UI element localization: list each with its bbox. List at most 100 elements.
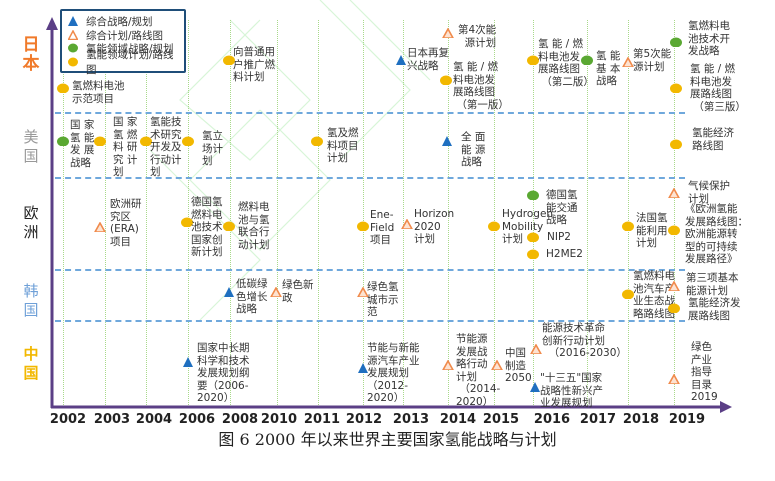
year-gridline bbox=[628, 20, 629, 407]
event-label: 燃料电 池与氢 联合行 动计划 bbox=[238, 201, 270, 251]
event-label: NIP2 bbox=[547, 231, 571, 243]
event-label: 氢燃料电 池技术开 发战略 bbox=[688, 20, 730, 57]
event-label: 德国氢 燃料电 池技术 国家创 新计划 bbox=[191, 196, 223, 258]
legend: 综合战略/规划 综合计划/路线图 氢能领域战略/规划 氢能领域计划/路线图 bbox=[60, 9, 186, 76]
event-label: 氢 能 / 燃 料电池发 展路线图 （第一版） bbox=[453, 61, 509, 111]
year-label: 2019 bbox=[668, 412, 706, 427]
legend-item-h2-plan: 氢能领域计划/路线图 bbox=[68, 49, 184, 76]
lane-divider bbox=[55, 320, 685, 322]
year-gridline bbox=[188, 20, 189, 407]
year-label: 2017 bbox=[579, 412, 617, 427]
event-label: Ene- Field 项目 bbox=[370, 209, 395, 246]
blue-triangle-icon bbox=[442, 136, 452, 146]
year-gridline bbox=[146, 20, 147, 407]
yellow-circle-icon bbox=[94, 136, 106, 146]
yellow-circle-icon bbox=[182, 136, 194, 146]
blue-triangle-icon bbox=[68, 16, 78, 26]
event-label: 国 家 氢 能 发 展 战略 bbox=[70, 119, 95, 169]
year-label: 2011 bbox=[303, 412, 341, 427]
orange-triangle-icon bbox=[357, 287, 369, 297]
event-label: 氢能经济 路线图 bbox=[692, 127, 734, 152]
year-gridline bbox=[403, 20, 404, 407]
year-label: 2008 bbox=[221, 412, 259, 427]
year-gridline bbox=[318, 20, 319, 407]
yellow-circle-icon bbox=[527, 249, 539, 259]
lane-divider bbox=[55, 177, 685, 179]
event-label: 法国氢 能利用 计划 bbox=[636, 212, 668, 249]
year-label: 2012 bbox=[345, 412, 383, 427]
orange-triangle-icon bbox=[668, 374, 680, 384]
event-label: 氢能技 术研究 开发及 行动计 划 bbox=[150, 116, 182, 178]
orange-triangle-icon bbox=[442, 28, 454, 38]
event-label: 氢 能 / 燃 料电池发 展路线图 （第二版） bbox=[538, 38, 594, 88]
event-label: 氢 能 基 本 战略 bbox=[596, 50, 621, 87]
event-label: 日本再复 兴战略 bbox=[407, 47, 449, 72]
event-label: 氢能经济发 展路线图 bbox=[688, 297, 741, 322]
year-gridline bbox=[587, 20, 588, 407]
event-label: H2ME2 bbox=[546, 248, 583, 260]
yellow-circle-icon bbox=[223, 55, 235, 65]
figure-caption: 图 6 2000 年以来世界主要国家氢能战略与计划 bbox=[218, 430, 557, 449]
event-label: 国 家 氢 燃 料 研 究 计 划 bbox=[113, 116, 138, 178]
blue-triangle-icon bbox=[396, 55, 406, 65]
year-label: 2018 bbox=[622, 412, 660, 427]
blue-triangle-icon bbox=[530, 382, 540, 392]
year-label: 2002 bbox=[49, 412, 87, 427]
event-label: 节能与新能 源汽车产业 发展规划 （2012- 2020） bbox=[367, 342, 420, 404]
year-gridline bbox=[494, 20, 495, 407]
blue-triangle-icon bbox=[358, 363, 368, 373]
yellow-circle-icon bbox=[622, 221, 634, 231]
yellow-circle-icon bbox=[57, 83, 69, 93]
yellow-circle-icon bbox=[140, 136, 152, 146]
lane-label-europe: 欧 洲 bbox=[23, 204, 39, 241]
lane-label-korea: 韩 国 bbox=[23, 282, 39, 319]
event-label: 绿色氢 城市示 范 bbox=[367, 281, 399, 318]
event-label: 《欧洲氢能 发展路线图： 欧洲能源转 型的可持续 发展路径》 bbox=[685, 203, 748, 265]
legend-label: 氢能领域计划/路线图 bbox=[86, 49, 174, 76]
event-label: 第4次能 源计划 bbox=[458, 24, 497, 49]
yellow-circle-icon bbox=[440, 75, 452, 85]
event-label: Horizon 2020 计划 bbox=[414, 208, 455, 245]
year-label: 2013 bbox=[392, 412, 430, 427]
event-label: 绿色 产业 指导 目录 2019 bbox=[691, 341, 718, 403]
blue-triangle-icon bbox=[224, 287, 234, 297]
orange-triangle-icon bbox=[668, 188, 680, 198]
orange-triangle-icon bbox=[622, 57, 634, 67]
yellow-circle-icon bbox=[311, 136, 323, 146]
event-label: 绿色新 政 bbox=[282, 279, 314, 304]
lane-divider bbox=[55, 269, 685, 271]
yellow-circle-icon bbox=[223, 221, 235, 231]
green-circle-icon bbox=[527, 190, 539, 200]
event-label: 向普通用 户推广燃 料计划 bbox=[233, 46, 275, 83]
yellow-circle-icon bbox=[488, 221, 500, 231]
event-label: 气候保护 计划 bbox=[688, 180, 730, 205]
yellow-circle-icon bbox=[622, 289, 634, 299]
event-label: 欧洲研 究区 (ERA) 项目 bbox=[110, 198, 142, 248]
event-label: 国家中长期 科学和技术 发展规划纲 要（2006- 2020） bbox=[197, 342, 250, 404]
legend-item-strategy: 综合战略/规划 bbox=[68, 14, 153, 28]
year-gridline bbox=[363, 20, 364, 407]
green-circle-icon bbox=[57, 136, 69, 146]
yellow-circle-icon bbox=[357, 221, 369, 231]
lane-divider bbox=[55, 112, 685, 114]
year-label: 2006 bbox=[178, 412, 216, 427]
lane-label-japan: 日 本 bbox=[22, 35, 40, 74]
year-label: 2015 bbox=[482, 412, 520, 427]
legend-label: 综合计划/路线图 bbox=[86, 29, 164, 42]
year-gridline bbox=[105, 20, 106, 407]
yellow-circle-icon bbox=[668, 225, 680, 235]
event-label: 能源技术革命 创新行动计划 （2016-2030） bbox=[542, 322, 627, 359]
legend-label: 氢能领域战略/规划 bbox=[86, 42, 174, 55]
year-label: 2014 bbox=[439, 412, 477, 427]
legend-item-plan: 综合计划/路线图 bbox=[68, 28, 163, 42]
lane-label-usa: 美 国 bbox=[23, 128, 39, 165]
orange-triangle-icon bbox=[68, 30, 78, 40]
orange-triangle-icon bbox=[270, 287, 282, 297]
event-label: 第三项基本 能源计划 bbox=[686, 272, 739, 297]
yellow-circle-icon bbox=[527, 55, 539, 65]
orange-triangle-icon bbox=[401, 219, 413, 229]
yellow-circle-icon bbox=[68, 57, 78, 67]
